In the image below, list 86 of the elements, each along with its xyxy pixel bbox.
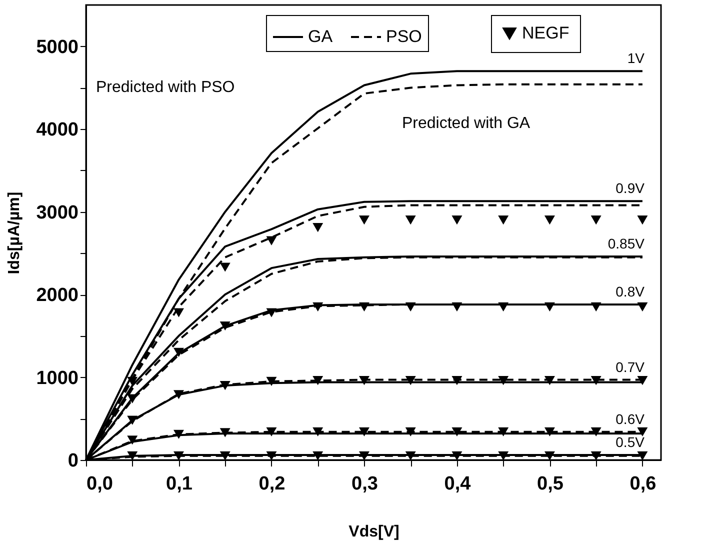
x-tick-label: 0,6 bbox=[630, 474, 656, 494]
point bbox=[452, 302, 462, 312]
point bbox=[544, 376, 555, 386]
point bbox=[590, 376, 602, 386]
point bbox=[127, 451, 138, 460]
point bbox=[312, 302, 324, 312]
point bbox=[544, 451, 555, 460]
x-tick-label: 0,5 bbox=[537, 474, 564, 494]
point bbox=[266, 451, 277, 460]
point bbox=[544, 427, 555, 436]
y-axis-title: Ids[µA/µm] bbox=[6, 192, 24, 274]
point bbox=[127, 416, 138, 425]
point bbox=[452, 376, 462, 386]
point bbox=[174, 308, 184, 318]
point bbox=[220, 428, 230, 438]
point bbox=[312, 451, 324, 460]
point bbox=[220, 262, 230, 272]
annotation: Predicted with PSO bbox=[96, 79, 235, 96]
point bbox=[544, 216, 555, 225]
y-tick-label: 3000 bbox=[36, 202, 78, 224]
point bbox=[312, 376, 324, 386]
annotation: 0.7V bbox=[616, 358, 646, 375]
point bbox=[266, 308, 277, 318]
annotation: 0.9V bbox=[616, 180, 646, 196]
point bbox=[637, 376, 648, 386]
annotation: 0.6V bbox=[616, 410, 646, 427]
point bbox=[498, 216, 509, 225]
point bbox=[498, 451, 509, 460]
point bbox=[637, 427, 648, 436]
point bbox=[405, 427, 416, 436]
point bbox=[174, 430, 184, 439]
annotation: 0.5V bbox=[616, 434, 646, 450]
point bbox=[174, 348, 184, 357]
legend-label: NEGF bbox=[522, 24, 570, 42]
annotation: 0.8V bbox=[616, 283, 646, 300]
point bbox=[405, 216, 416, 225]
point bbox=[266, 376, 277, 386]
point bbox=[544, 302, 555, 312]
point bbox=[452, 427, 462, 436]
point bbox=[498, 376, 509, 386]
annotation: Predicted with GA bbox=[402, 115, 530, 132]
x-tick-label: 0,1 bbox=[166, 474, 193, 494]
point bbox=[358, 302, 370, 312]
x-tick-label: 0,2 bbox=[258, 474, 286, 494]
point bbox=[127, 436, 138, 445]
point bbox=[174, 390, 184, 400]
x-tick-label: 0,0 bbox=[86, 474, 113, 494]
x-axis-title: Vds[V] bbox=[348, 524, 400, 540]
annotation: 0.85V bbox=[608, 235, 646, 252]
point bbox=[312, 427, 324, 436]
y-tick-label: 5000 bbox=[36, 36, 78, 58]
point bbox=[358, 451, 370, 460]
legend-label: PSO bbox=[386, 27, 422, 46]
point bbox=[498, 427, 509, 436]
legend-label: GA bbox=[308, 27, 334, 46]
point bbox=[637, 451, 648, 460]
point bbox=[405, 302, 416, 312]
y-tick-label: 4000 bbox=[36, 120, 78, 141]
point bbox=[637, 302, 648, 312]
y-tick-label: 0 bbox=[68, 450, 78, 472]
point bbox=[637, 216, 648, 225]
point bbox=[220, 451, 230, 460]
y-tick-label: 1000 bbox=[36, 368, 78, 389]
point bbox=[266, 427, 277, 436]
point bbox=[452, 216, 462, 225]
point bbox=[590, 302, 602, 312]
point bbox=[452, 451, 462, 460]
point bbox=[174, 451, 184, 460]
point bbox=[358, 427, 370, 436]
point bbox=[405, 451, 416, 460]
point bbox=[312, 222, 324, 232]
point bbox=[220, 321, 230, 331]
point bbox=[590, 427, 602, 436]
point bbox=[358, 376, 370, 386]
point bbox=[266, 236, 277, 246]
y-tick-label: 2000 bbox=[36, 285, 78, 306]
x-tick-label: 0,3 bbox=[352, 474, 378, 494]
point bbox=[358, 216, 370, 225]
x-tick-label: 0,4 bbox=[444, 474, 472, 494]
point bbox=[220, 381, 230, 390]
point bbox=[498, 302, 509, 312]
point bbox=[590, 451, 602, 460]
point bbox=[590, 216, 602, 225]
point bbox=[405, 376, 416, 386]
annotation: 1V bbox=[627, 50, 646, 66]
point bbox=[127, 376, 138, 386]
